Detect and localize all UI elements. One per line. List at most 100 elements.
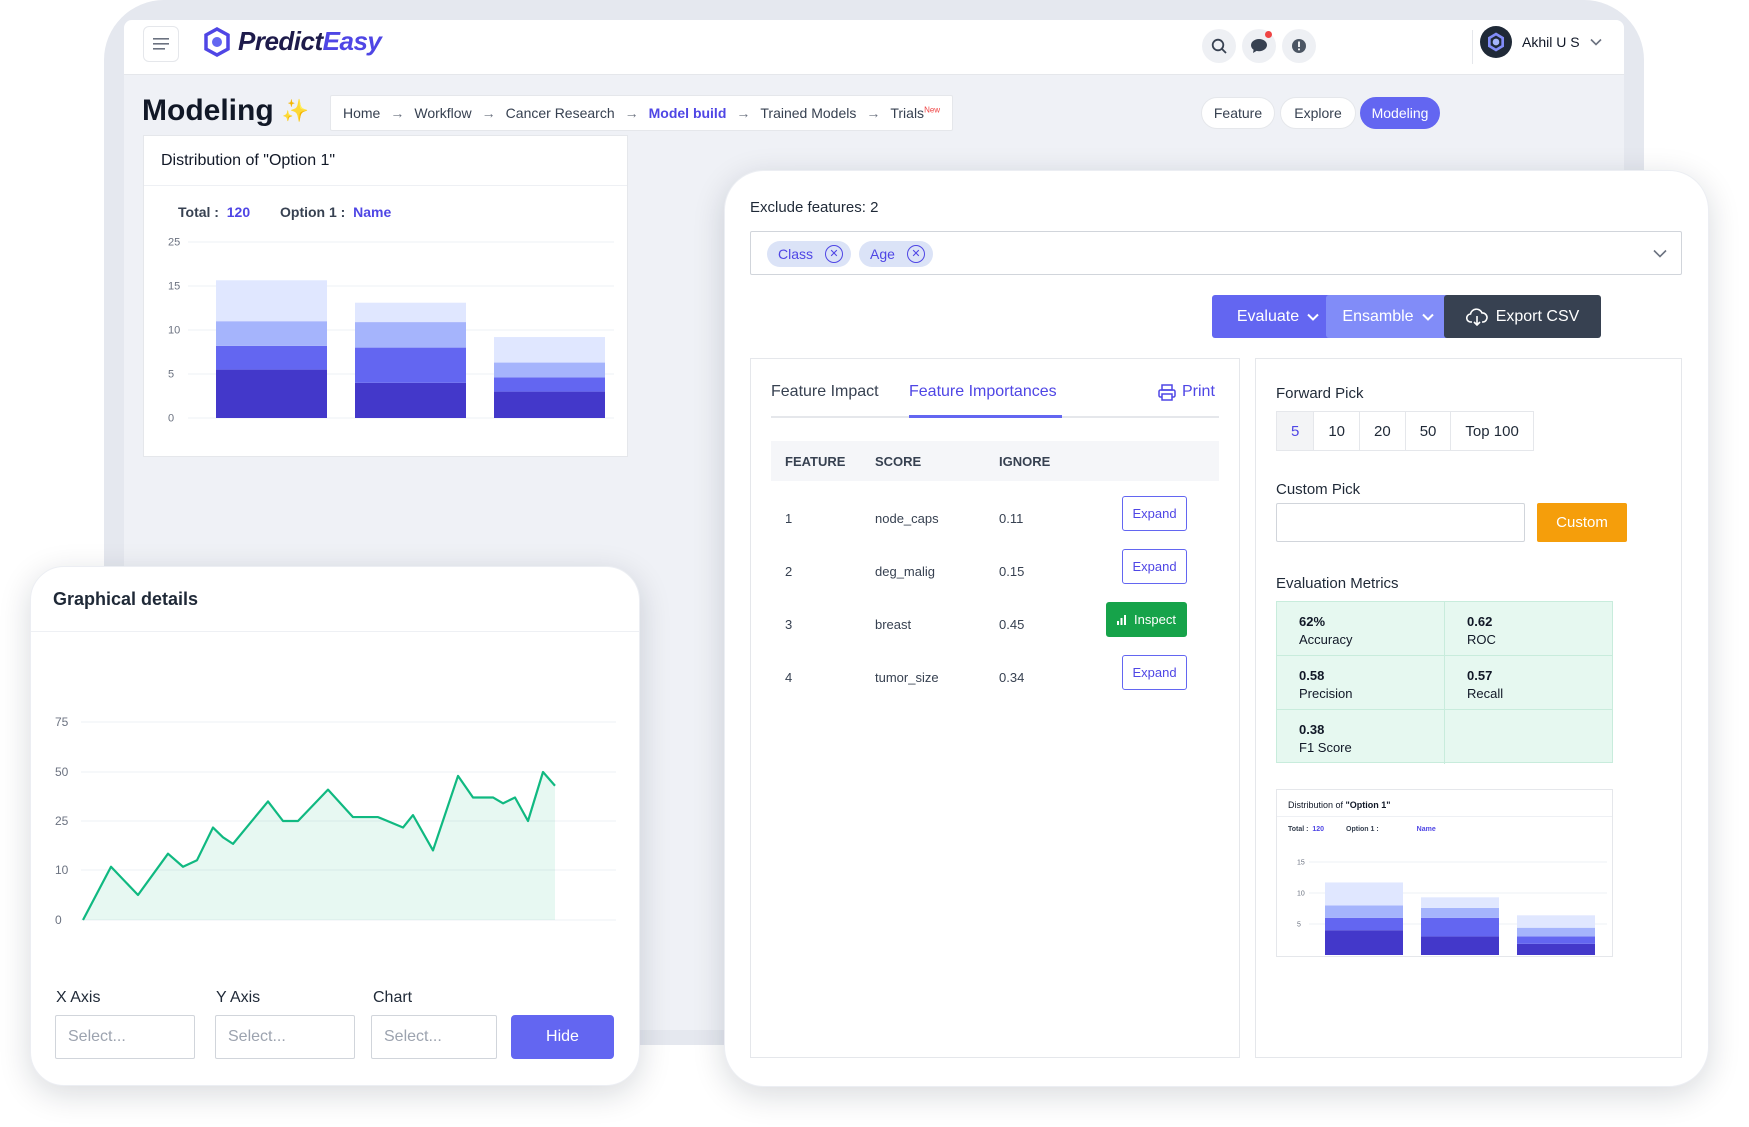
pill-feature[interactable]: Feature	[1201, 97, 1275, 129]
table-row: 4 tumor_size 0.34 Expand	[771, 652, 1219, 704]
avatar-logo-icon	[1488, 32, 1504, 52]
metric-precision: 0.58 Precision	[1277, 656, 1445, 710]
forward-pick-10[interactable]: 10	[1314, 412, 1361, 450]
evaluate-button[interactable]: Evaluate	[1212, 295, 1344, 338]
breadcrumb-model-build[interactable]: Model build	[648, 105, 727, 121]
line-chart: 0 10 25 50 75	[55, 715, 616, 927]
graphical-details-card: Graphical details 0 10 25 50 75 X Axis Y Axi…	[30, 566, 640, 1086]
chart-type-select[interactable]: Select...	[371, 1015, 497, 1059]
table-row: 1 node_caps 0.11 Expand	[771, 493, 1219, 545]
breadcrumb-trials[interactable]: TrialsNew	[890, 105, 941, 121]
mini-distribution-title: Distribution of "Option 1"	[1288, 800, 1391, 810]
metric-accuracy: 62% Accuracy	[1277, 602, 1445, 656]
forward-pick-50[interactable]: 50	[1406, 412, 1452, 450]
menu-button[interactable]	[143, 26, 179, 62]
bar-segment	[1325, 882, 1403, 906]
logo[interactable]: PredictEasy	[202, 26, 382, 57]
expand-button[interactable]: Expand	[1122, 655, 1187, 690]
col-score: SCORE	[875, 454, 922, 469]
forward-pick-label: Forward Pick	[1276, 385, 1364, 402]
search-button[interactable]	[1202, 29, 1236, 63]
user-menu[interactable]: Akhil U S	[1480, 26, 1602, 58]
ensamble-button[interactable]: Ensamble	[1326, 295, 1450, 338]
breadcrumb-workflow[interactable]: Workflow	[414, 105, 472, 121]
alert-icon	[1292, 39, 1306, 53]
bar-segment	[216, 345, 327, 370]
modeling-panel: Exclude features: 2 Class ✕ Age ✕ Evalua…	[724, 170, 1709, 1087]
bar-segment	[1517, 915, 1595, 928]
mini-distribution-chart: 5 10 15	[1297, 859, 1607, 955]
divider	[144, 185, 627, 186]
bar-segment	[1325, 905, 1403, 918]
table-header: FEATURE SCORE IGNORE	[771, 441, 1219, 481]
custom-button[interactable]: Custom	[1537, 503, 1627, 542]
y-tick-label: 10	[168, 325, 180, 337]
page-title: Modeling ✨	[142, 94, 310, 127]
metric-recall: 0.57 Recall	[1445, 656, 1613, 710]
forward-pick-20[interactable]: 20	[1360, 412, 1406, 450]
tab-active-indicator	[909, 415, 1062, 418]
breadcrumb-cancer-research[interactable]: Cancer Research	[505, 105, 615, 121]
inspect-button[interactable]: Inspect	[1106, 602, 1187, 637]
bar-segment	[494, 337, 605, 363]
table-row: 3 breast 0.45 Inspect	[771, 599, 1219, 651]
breadcrumb-home[interactable]: Home	[343, 105, 381, 121]
chart-type-label: Chart	[373, 989, 413, 1006]
chat-icon	[1251, 39, 1267, 53]
expand-button[interactable]: Expand	[1122, 496, 1187, 531]
divider	[31, 631, 639, 632]
sparkle-icon: ✨	[281, 98, 310, 123]
bar-segment	[1517, 936, 1595, 944]
bar-segment	[494, 362, 605, 378]
custom-pick-input[interactable]	[1276, 503, 1525, 542]
arrow-right-icon: →	[390, 105, 405, 121]
bar-segment	[1421, 897, 1499, 908]
top-bar: PredictEasy Akhil U S	[124, 20, 1624, 75]
print-button[interactable]: Print	[1158, 383, 1215, 401]
export-csv-button[interactable]: Export CSV	[1444, 295, 1601, 338]
forward-pick-5[interactable]: 5	[1277, 412, 1315, 450]
exclude-features-select[interactable]: Class ✕ Age ✕	[750, 231, 1682, 275]
forward-pick-segmented: 5 10 20 50 Top 100	[1276, 411, 1534, 451]
close-icon[interactable]: ✕	[825, 245, 844, 263]
y-tick-label: 5	[1297, 921, 1301, 928]
y-axis-label: Y Axis	[216, 989, 261, 1006]
bar-segment	[216, 369, 327, 418]
notification-dot	[1265, 31, 1272, 38]
chip-age: Age ✕	[859, 241, 933, 267]
tab-feature-impact[interactable]: Feature Impact	[771, 383, 879, 400]
divider	[1277, 816, 1612, 817]
col-feature: FEATURE	[785, 454, 846, 469]
chevron-down-icon	[1307, 313, 1319, 321]
y-tick-label: 0	[55, 913, 62, 927]
y-axis-select[interactable]: Select...	[215, 1015, 355, 1059]
x-axis-select[interactable]: Select...	[55, 1015, 195, 1059]
pill-modeling[interactable]: Modeling	[1360, 97, 1440, 129]
alerts-button[interactable]	[1282, 29, 1316, 63]
tab-feature-importances[interactable]: Feature Importances	[909, 383, 1057, 400]
forward-pick-top-100[interactable]: Top 100	[1465, 422, 1519, 440]
hide-button[interactable]: Hide	[511, 1015, 614, 1059]
pill-explore[interactable]: Explore	[1280, 97, 1356, 129]
breadcrumb-trained-models[interactable]: Trained Models	[760, 105, 857, 121]
y-tick-label: 5	[168, 369, 174, 381]
close-icon[interactable]: ✕	[906, 245, 925, 263]
chevron-down-icon[interactable]	[1653, 249, 1667, 258]
feature-importances-panel: Feature Impact Feature Importances Print…	[750, 358, 1240, 1058]
bar-segment	[216, 280, 327, 322]
arrow-right-icon: →	[866, 105, 881, 121]
bar-segment	[216, 321, 327, 346]
series-line	[82, 770, 556, 921]
bar-segment	[1421, 936, 1499, 955]
bar-segment	[1421, 917, 1499, 937]
metrics-grid: 62% Accuracy 0.62 ROC 0.58 Precision 0.57 Re…	[1276, 601, 1613, 764]
distribution-chart: 0 5 10 15 25	[168, 237, 614, 425]
expand-button[interactable]: Expand	[1122, 549, 1187, 584]
messages-button[interactable]	[1242, 29, 1276, 63]
bar-segment	[355, 382, 466, 418]
custom-pick-label: Custom Pick	[1276, 481, 1361, 498]
avatar	[1480, 26, 1512, 58]
area-fill	[83, 772, 555, 920]
printer-icon	[1158, 383, 1176, 401]
chevron-down-icon	[1421, 313, 1434, 321]
